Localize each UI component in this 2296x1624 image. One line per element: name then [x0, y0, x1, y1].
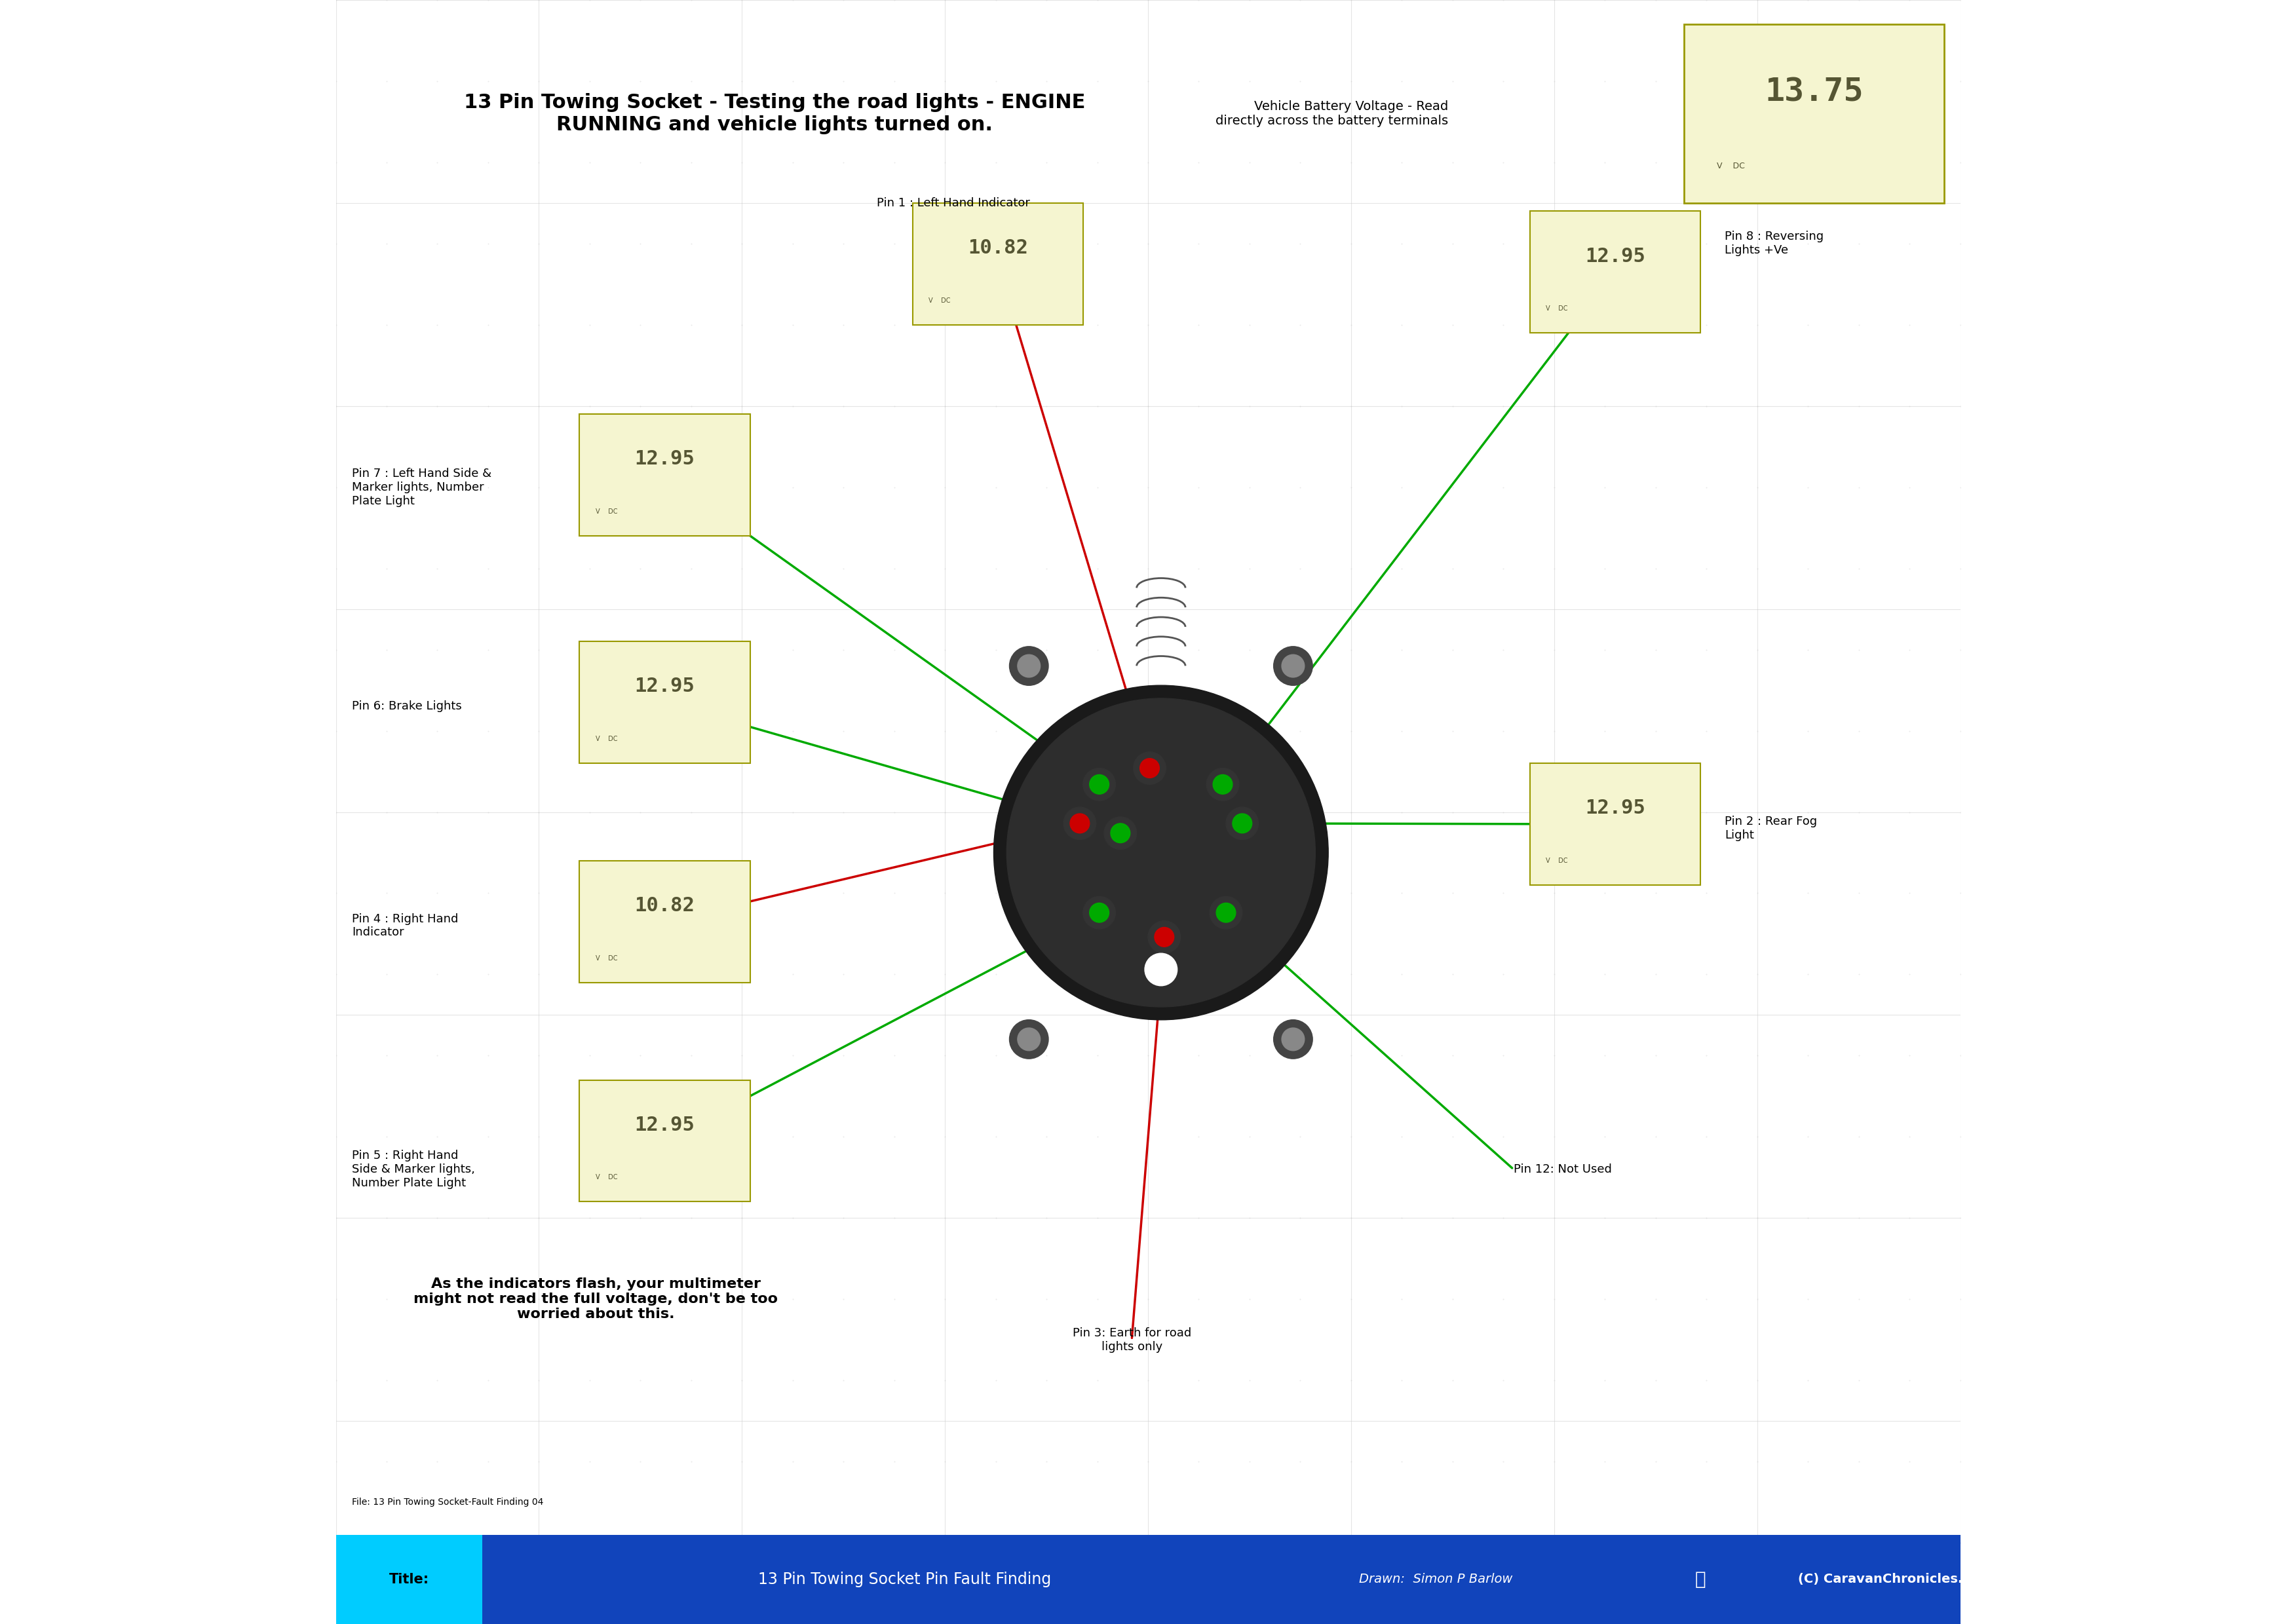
Circle shape	[1281, 1028, 1304, 1051]
Text: 10.82: 10.82	[967, 239, 1029, 258]
Circle shape	[1281, 654, 1304, 677]
Circle shape	[1139, 758, 1159, 778]
Text: 12.95: 12.95	[1584, 247, 1646, 266]
Circle shape	[1233, 814, 1251, 833]
Text: Pin 6: Brake Lights: Pin 6: Brake Lights	[351, 700, 461, 713]
Circle shape	[1104, 817, 1137, 849]
Text: Pin 8 : Reversing
Lights +Ve: Pin 8 : Reversing Lights +Ve	[1724, 231, 1823, 257]
Text: 12.95: 12.95	[634, 677, 696, 697]
Circle shape	[1274, 646, 1313, 685]
Text: 10.82: 10.82	[634, 896, 696, 916]
Circle shape	[1091, 775, 1109, 794]
Text: File: 13 Pin Towing Socket-Fault Finding 04: File: 13 Pin Towing Socket-Fault Finding…	[351, 1497, 544, 1507]
Circle shape	[1274, 1020, 1313, 1059]
Circle shape	[1091, 903, 1109, 922]
Text: 12.95: 12.95	[1584, 799, 1646, 818]
Text: 12.95: 12.95	[634, 1116, 696, 1135]
FancyBboxPatch shape	[1529, 763, 1701, 885]
Text: Pin 2 : Rear Fog
Light: Pin 2 : Rear Fog Light	[1724, 815, 1816, 841]
Circle shape	[1210, 896, 1242, 929]
Text: V    DC: V DC	[595, 955, 618, 961]
FancyBboxPatch shape	[912, 203, 1084, 325]
Circle shape	[1006, 698, 1316, 1007]
Circle shape	[1017, 654, 1040, 677]
FancyBboxPatch shape	[579, 1080, 751, 1202]
Text: 🚐: 🚐	[1694, 1570, 1706, 1588]
Text: Pin 12: Not Used: Pin 12: Not Used	[1513, 1163, 1612, 1176]
Circle shape	[1084, 896, 1116, 929]
Text: Title:: Title:	[388, 1572, 429, 1587]
Circle shape	[1155, 927, 1173, 947]
Text: V    DC: V DC	[595, 736, 618, 742]
Text: V    DC: V DC	[595, 1174, 618, 1181]
Text: 13 Pin Towing Socket Pin Fault Finding: 13 Pin Towing Socket Pin Fault Finding	[758, 1572, 1052, 1587]
Circle shape	[1226, 807, 1258, 840]
Circle shape	[1111, 823, 1130, 843]
Text: 13 Pin Towing Socket - Testing the road lights - ENGINE
RUNNING and vehicle ligh: 13 Pin Towing Socket - Testing the road …	[464, 93, 1086, 135]
FancyBboxPatch shape	[579, 861, 751, 983]
Text: V    DC: V DC	[1545, 305, 1568, 312]
FancyBboxPatch shape	[579, 641, 751, 763]
Text: V    DC: V DC	[928, 297, 951, 304]
Text: Pin 1 : Left Hand Indicator: Pin 1 : Left Hand Indicator	[877, 197, 1029, 209]
Text: Pin 3: Earth for road
lights only: Pin 3: Earth for road lights only	[1072, 1327, 1192, 1353]
FancyBboxPatch shape	[335, 1535, 1961, 1624]
Circle shape	[1017, 1028, 1040, 1051]
Text: (C) CaravanChronicles.com: (C) CaravanChronicles.com	[1798, 1574, 1993, 1585]
Circle shape	[1205, 768, 1240, 801]
Text: 13.75: 13.75	[1766, 76, 1864, 107]
Text: V    DC: V DC	[1717, 162, 1745, 171]
Text: Pin 7 : Left Hand Side &
Marker lights, Number
Plate Light: Pin 7 : Left Hand Side & Marker lights, …	[351, 468, 491, 507]
Circle shape	[1010, 1020, 1049, 1059]
Circle shape	[1217, 903, 1235, 922]
Circle shape	[1084, 768, 1116, 801]
Circle shape	[1070, 814, 1091, 833]
FancyBboxPatch shape	[1529, 211, 1701, 333]
Circle shape	[1148, 921, 1180, 953]
FancyBboxPatch shape	[1683, 24, 1945, 203]
Text: V    DC: V DC	[595, 508, 618, 515]
FancyBboxPatch shape	[579, 414, 751, 536]
Text: V    DC: V DC	[1545, 857, 1568, 864]
Text: 12.95: 12.95	[634, 450, 696, 469]
Circle shape	[1134, 752, 1166, 784]
Circle shape	[1010, 646, 1049, 685]
Text: Vehicle Battery Voltage - Read
directly across the battery terminals: Vehicle Battery Voltage - Read directly …	[1217, 101, 1449, 127]
Circle shape	[1212, 775, 1233, 794]
Circle shape	[1146, 953, 1178, 986]
Text: Pin 4 : Right Hand
Indicator: Pin 4 : Right Hand Indicator	[351, 913, 459, 939]
Text: Pin 5 : Right Hand
Side & Marker lights,
Number Plate Light: Pin 5 : Right Hand Side & Marker lights,…	[351, 1150, 475, 1189]
Text: As the indicators flash, your multimeter
might not read the full voltage, don't : As the indicators flash, your multimeter…	[413, 1278, 778, 1320]
Circle shape	[1063, 807, 1095, 840]
FancyBboxPatch shape	[335, 1535, 482, 1624]
Text: Drawn:  Simon P Barlow: Drawn: Simon P Barlow	[1359, 1574, 1513, 1585]
Circle shape	[994, 685, 1329, 1020]
